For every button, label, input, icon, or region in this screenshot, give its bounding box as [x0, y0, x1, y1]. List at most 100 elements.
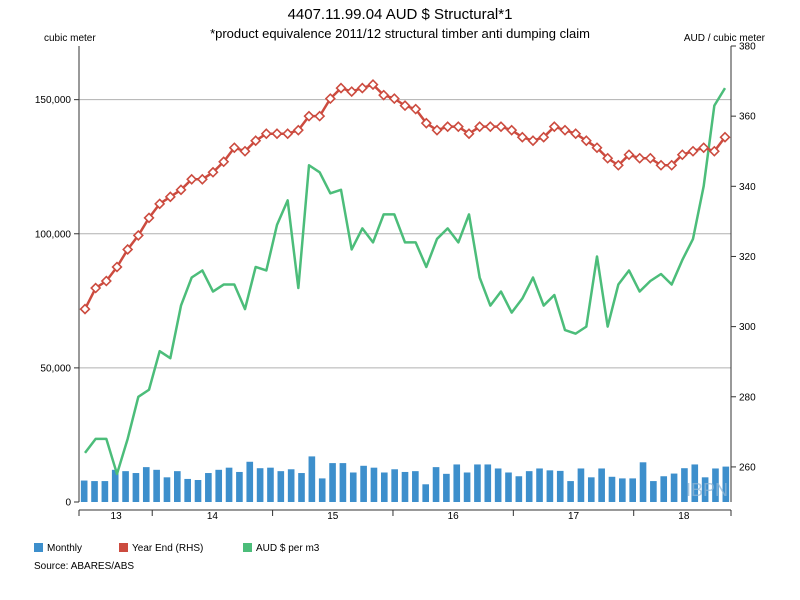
year-end-marker: [228, 142, 240, 154]
bar: [484, 464, 492, 502]
year-end-marker: [442, 121, 454, 133]
bar: [422, 484, 430, 502]
year-end-marker: [420, 117, 432, 129]
bar: [91, 481, 98, 502]
bar: [432, 467, 440, 502]
year-end-marker: [239, 145, 251, 157]
x-tick-label: 15: [327, 511, 339, 522]
series-lines: [83, 83, 727, 476]
year-end-marker: [79, 303, 91, 315]
year-end-marker: [111, 261, 123, 273]
year-end-marker: [292, 124, 304, 136]
bar: [205, 473, 212, 502]
bar: [339, 463, 347, 502]
bar: [329, 463, 336, 502]
bar: [236, 471, 243, 502]
year-end-marker: [346, 86, 358, 98]
year-end-marker: [506, 124, 518, 136]
year-end-marker: [164, 191, 176, 203]
bar: [536, 468, 543, 502]
year-end-marker: [666, 159, 678, 171]
year-end-marker: [516, 131, 528, 143]
legend-swatch-year-end: [119, 543, 128, 552]
bar: [556, 470, 564, 502]
bar: [246, 461, 254, 502]
bar: [80, 480, 88, 502]
year-end-marker: [431, 124, 443, 136]
year-end-marker: [154, 198, 166, 210]
year-end-marker: [623, 149, 635, 161]
bar: [122, 471, 129, 502]
bar: [598, 468, 605, 502]
bar: [494, 468, 502, 502]
bar: [380, 472, 388, 502]
watermark-text: IBPN: [686, 480, 728, 500]
year-end-marker: [687, 145, 699, 157]
year-end-marker: [90, 282, 102, 294]
bar: [443, 473, 450, 502]
year-end-marker: [186, 173, 198, 185]
bar: [184, 478, 191, 502]
year-end-marker: [484, 121, 496, 133]
monthly-bars: [80, 456, 730, 502]
year-end-line: [83, 83, 726, 310]
year-end-marker: [335, 82, 347, 94]
year-end-marker: [196, 173, 208, 185]
bar: [650, 481, 657, 502]
bar: [215, 469, 223, 502]
year-end-marker: [698, 142, 710, 154]
bar: [401, 471, 409, 502]
year-end-marker: [324, 93, 336, 105]
bar: [670, 473, 678, 502]
right-tick-label: 380: [739, 42, 756, 53]
right-tick-label: 280: [739, 392, 756, 403]
bar: [701, 477, 709, 502]
right-tick-label: 260: [739, 462, 756, 473]
bar: [163, 477, 171, 502]
bar: [505, 472, 512, 502]
year-end-marker: [719, 131, 731, 143]
year-end-marker: [495, 121, 507, 133]
year-end-marker: [303, 110, 315, 122]
gridlines: [79, 99, 731, 369]
bar: [474, 464, 481, 502]
bar: [391, 469, 398, 502]
bar: [142, 467, 150, 502]
year-end-marker: [207, 166, 219, 178]
bar: [567, 481, 574, 502]
year-end-marker: [388, 93, 400, 105]
right-tick-label: 360: [739, 112, 756, 123]
bar: [712, 468, 719, 502]
year-end-marker: [676, 149, 688, 161]
bar: [515, 476, 523, 502]
right-tick-label: 340: [739, 182, 756, 193]
year-end-marker: [570, 128, 582, 140]
bar: [174, 471, 181, 502]
year-end-marker: [591, 142, 603, 154]
chart-title: 4407.11.99.04 AUD $ Structural*1: [288, 6, 513, 23]
left-tick-label: 150,000: [35, 95, 72, 106]
year-end-marker: [559, 124, 571, 136]
left-tick-label: 100,000: [35, 229, 72, 240]
year-end-marker: [452, 121, 464, 133]
year-end-marker: [634, 152, 646, 164]
watermark: IBPN: [686, 480, 728, 500]
bar: [308, 456, 316, 502]
year-end-marker: [143, 212, 155, 224]
axes: 0 50,000 100,000 150,000 260 280 300 320 340 360 3…: [35, 42, 756, 523]
year-end-marker: [282, 128, 294, 140]
year-end-marker: [612, 159, 624, 171]
bar: [318, 478, 326, 502]
year-end-marker: [218, 156, 230, 168]
year-end-marker: [314, 110, 326, 122]
right-tick-label: 300: [739, 322, 756, 333]
year-end-marker: [644, 152, 656, 164]
year-end-marker: [356, 82, 368, 94]
year-end-marker: [538, 131, 550, 143]
bar: [153, 469, 160, 502]
year-end-marker: [260, 128, 272, 140]
year-end-marker: [100, 275, 112, 287]
x-tick-label: 14: [207, 511, 219, 522]
bar: [277, 471, 285, 502]
